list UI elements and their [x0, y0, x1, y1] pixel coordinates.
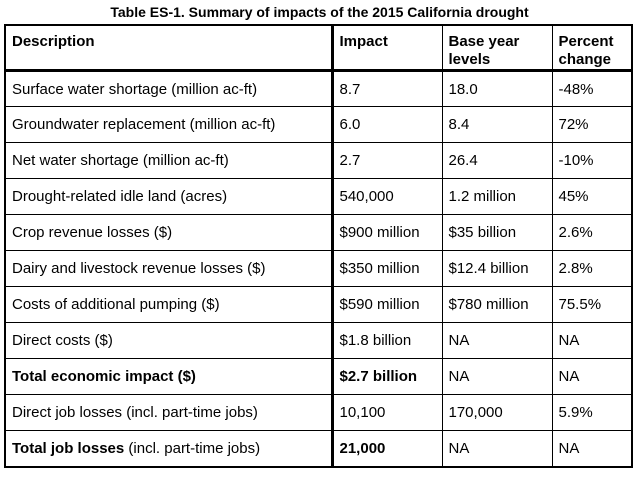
row-description: Direct job losses (incl. part-time jobs) — [4, 394, 334, 431]
row-impact: 21,000 — [331, 430, 443, 467]
row-impact: $350 million — [331, 250, 443, 287]
row-description-text: Net water shortage (million ac-ft) — [12, 152, 229, 169]
row-percent-change: 2.8% — [551, 250, 633, 287]
header-impact: Impact — [331, 24, 443, 72]
row-percent-change: NA — [551, 322, 633, 359]
row-impact: $590 million — [331, 286, 443, 323]
row-description: Drought-related idle land (acres) — [4, 178, 334, 215]
row-impact: 2.7 — [331, 142, 443, 179]
row-description: Total job losses (incl. part-time jobs) — [4, 430, 334, 467]
table-caption: Table ES-1. Summary of impacts of the 20… — [110, 4, 529, 20]
header-percent-change: Percent change — [551, 24, 633, 72]
row-description-text: Total economic impact ($) — [12, 368, 196, 385]
header-base-line2: levels — [448, 51, 491, 68]
row-description-text: Direct job losses (incl. part-time jobs) — [12, 404, 258, 421]
header-base-year-levels: Base year levels — [441, 24, 553, 72]
row-description-text: Crop revenue losses ($) — [12, 224, 173, 241]
header-description: Description — [4, 24, 334, 72]
table-row: Total economic impact ($) $2.7 billion NA N… — [4, 358, 633, 395]
row-impact: $2.7 billion — [331, 358, 443, 395]
table-row: Costs of additional pumping ($) $590 mill… — [4, 286, 633, 323]
row-percent-change: 5.9% — [551, 394, 633, 431]
row-description-text: Direct costs ($) — [12, 332, 113, 349]
row-base-year-level: NA — [441, 430, 553, 467]
row-impact: 10,100 — [331, 394, 443, 431]
table-row: Direct costs ($) $1.8 billion NA NA — [4, 322, 633, 359]
row-percent-change: -10% — [551, 142, 633, 179]
row-description-text: Costs of additional pumping ($) — [12, 296, 220, 313]
row-description-text: Drought-related idle land (acres) — [12, 188, 228, 205]
table-body: Surface water shortage (million ac-ft) 8.… — [4, 70, 633, 467]
row-description: Direct costs ($) — [4, 322, 334, 359]
row-percent-change: 75.5% — [551, 286, 633, 323]
row-impact: $900 million — [331, 214, 443, 251]
table-row: Groundwater replacement (million ac-ft) 6… — [4, 106, 633, 143]
row-base-year-level: 26.4 — [441, 142, 553, 179]
row-percent-change: 2.6% — [551, 214, 633, 251]
row-description: Total economic impact ($) — [4, 358, 334, 395]
row-base-year-level: NA — [441, 322, 553, 359]
row-description-text: Dairy and livestock revenue losses ($) — [12, 260, 266, 277]
row-description: Dairy and livestock revenue losses ($) — [4, 250, 334, 287]
row-impact: $1.8 billion — [331, 322, 443, 359]
header-row: Description Impact Base year levels Perc… — [4, 24, 633, 72]
row-base-year-level: $12.4 billion — [441, 250, 553, 287]
row-description: Net water shortage (million ac-ft) — [4, 142, 334, 179]
row-percent-change: NA — [551, 430, 633, 467]
row-impact: 540,000 — [331, 178, 443, 215]
table-row: Surface water shortage (million ac-ft) 8.… — [4, 70, 633, 107]
row-impact: 8.7 — [331, 70, 443, 107]
table-row: Crop revenue losses ($) $900 million $35 b… — [4, 214, 633, 251]
row-impact: 6.0 — [331, 106, 443, 143]
table-row: Direct job losses (incl. part-time jobs)… — [4, 394, 633, 431]
row-base-year-level: NA — [441, 358, 553, 395]
table-row: Net water shortage (million ac-ft) 2.7 26.… — [4, 142, 633, 179]
row-description: Crop revenue losses ($) — [4, 214, 334, 251]
table-row: Dairy and livestock revenue losses ($) $3… — [4, 250, 633, 287]
row-description-suffix: (incl. part-time jobs) — [124, 439, 261, 457]
impacts-table: Description Impact Base year levels Perc… — [4, 24, 633, 468]
row-description: Surface water shortage (million ac-ft) — [4, 70, 334, 107]
header-base-line1: Base year — [448, 33, 520, 50]
row-description: Groundwater replacement (million ac-ft) — [4, 106, 334, 143]
table-row: Drought-related idle land (acres) 540,000… — [4, 178, 633, 215]
table-row: Total job losses (incl. part-time jobs) 2… — [4, 430, 633, 467]
row-percent-change: -48% — [551, 70, 633, 107]
row-base-year-level: 8.4 — [441, 106, 553, 143]
row-base-year-level: $780 million — [441, 286, 553, 323]
row-percent-change: NA — [551, 358, 633, 395]
row-description-text: Total job losses — [12, 439, 125, 457]
row-base-year-level: 1.2 million — [441, 178, 553, 215]
header-percent-line1: Percent — [558, 33, 614, 50]
row-description-text: Groundwater replacement (million ac-ft) — [12, 116, 276, 133]
row-base-year-level: $35 billion — [441, 214, 553, 251]
row-base-year-level: 18.0 — [441, 70, 553, 107]
row-description: Costs of additional pumping ($) — [4, 286, 334, 323]
row-percent-change: 45% — [551, 178, 633, 215]
header-percent-line2: change — [558, 51, 612, 68]
row-base-year-level: 170,000 — [441, 394, 553, 431]
row-percent-change: 72% — [551, 106, 633, 143]
row-description-text: Surface water shortage (million ac-ft) — [12, 80, 258, 98]
